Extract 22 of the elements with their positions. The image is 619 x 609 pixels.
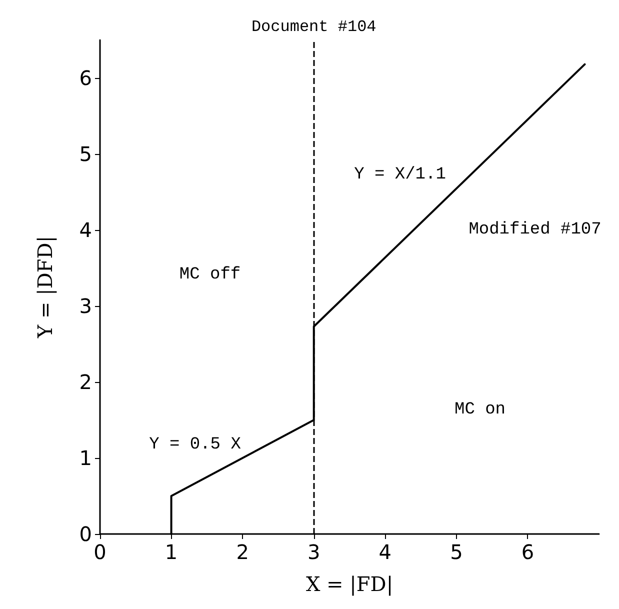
x-axis-title: X = |FD| [306,572,394,596]
y-tick-label: 1 [79,446,92,470]
x-tick-label: 0 [94,540,106,564]
y-tick-label: 2 [79,370,92,394]
x-tick-label: 5 [450,540,463,564]
y-tick-label: 3 [79,294,92,318]
x-tick-label: 4 [378,540,392,564]
y-axis-title: Y = |DFD| [33,236,57,340]
y-tick-label: 6 [79,66,92,90]
x-tick-label: 6 [521,540,534,564]
y-tick-label: 5 [79,142,92,166]
annotation: Modified #107 [468,220,602,240]
ref-line-label: Document #104 [251,18,376,36]
x-tick-label: 2 [236,540,249,564]
y-tick-label: 0 [79,522,92,546]
x-tick-label: 3 [307,540,320,564]
y-tick-label: 4 [79,218,92,242]
annotation: MC on [454,400,506,420]
x-tick-label: 1 [164,540,178,564]
annotation: Y = X/1.1 [354,166,446,184]
annotation: MC off [179,266,241,284]
annotation: Y = 0.5 X [149,436,241,454]
